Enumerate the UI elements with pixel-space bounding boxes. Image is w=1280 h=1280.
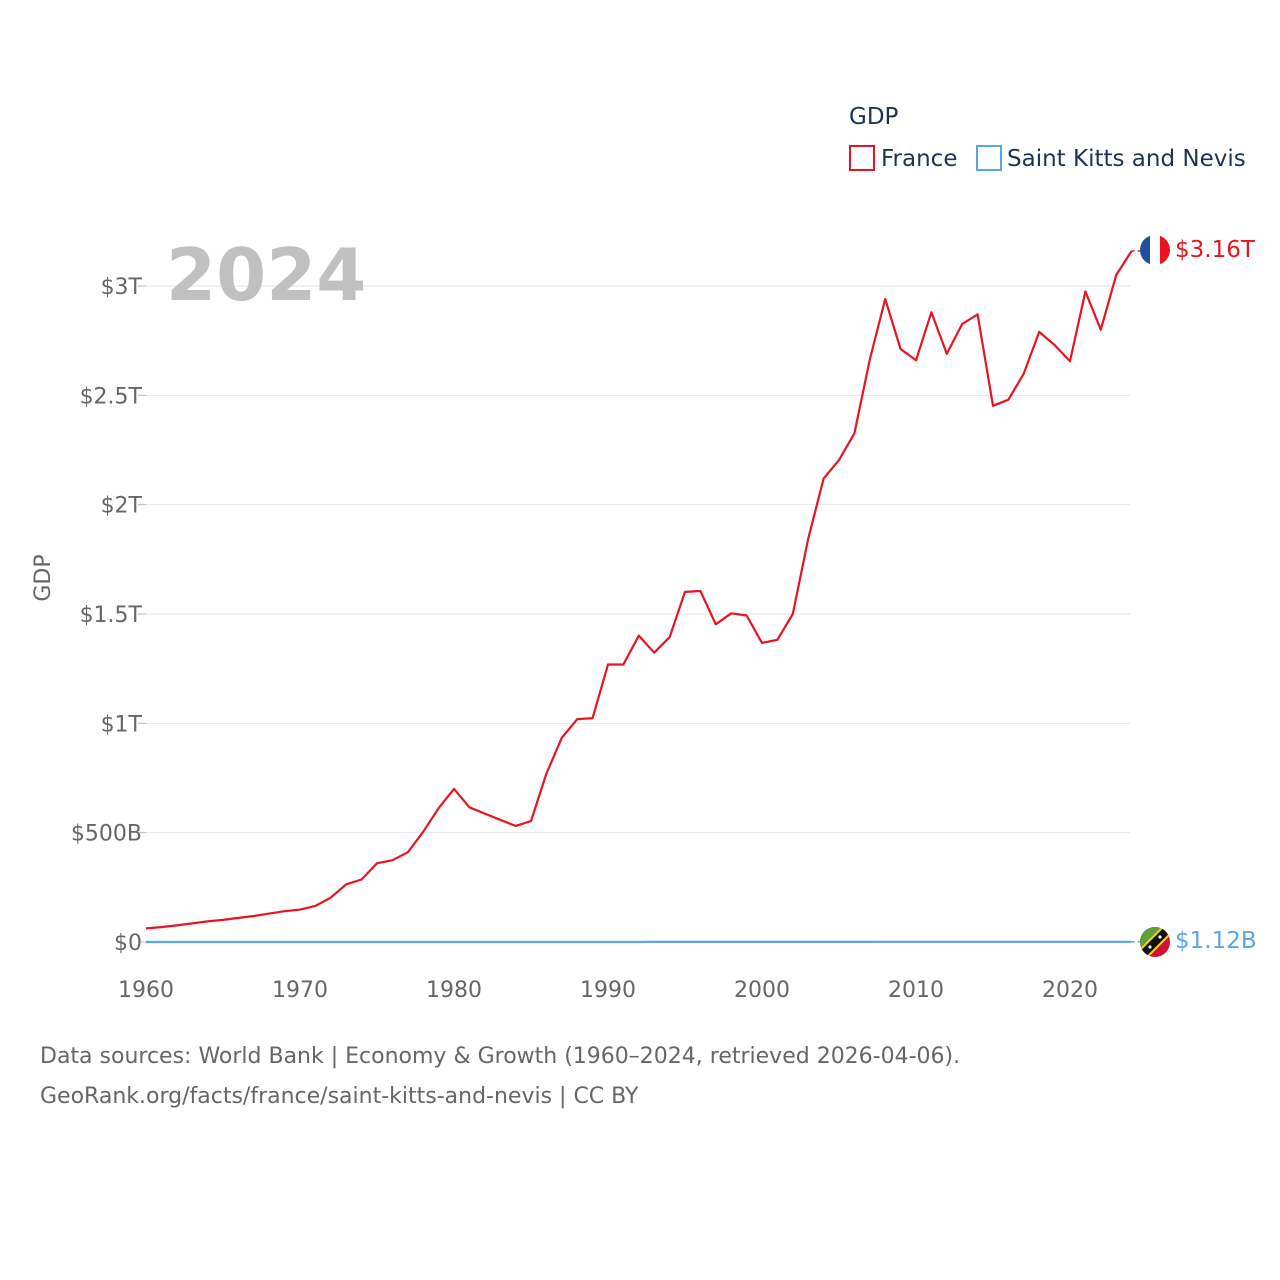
grid — [146, 285, 1130, 834]
end-label-saint-kitts-and-nevis: $1.12B — [1175, 928, 1257, 954]
end-label-france: $3.16T — [1175, 237, 1256, 263]
france-flag-icon — [1140, 235, 1170, 265]
x-tick-label: 2010 — [888, 978, 944, 1003]
y-tick-label: $2T — [101, 494, 143, 519]
source-line-1: Data sources: World Bank | Economy & Gro… — [40, 1044, 961, 1069]
legend-item-france[interactable]: France — [849, 145, 957, 172]
x-tick-label: 1980 — [426, 978, 482, 1003]
saint-kitts-and-nevis-flag-icon — [1140, 927, 1170, 957]
legend-title: GDP — [849, 104, 899, 130]
x-axis-ticks: 1960 1970 1980 1990 2000 2010 2020 — [118, 978, 1098, 1003]
y-tick-label: $0 — [114, 931, 142, 956]
y-axis-label: GDP — [31, 554, 56, 601]
y-tick-label: $500B — [71, 822, 142, 847]
x-tick-label: 1970 — [272, 978, 328, 1003]
x-tick-label: 1990 — [580, 978, 636, 1003]
legend: GDP France Saint Kitts and Nevis — [849, 104, 1246, 172]
legend-swatch-saint-kitts-and-nevis — [976, 145, 1002, 171]
y-axis-ticks: $0 $500B $1T $1.5T $2T $2.5T $3T — [71, 275, 146, 956]
x-tick-label: 2020 — [1042, 978, 1098, 1003]
source-line-2: GeoRank.org/facts/france/saint-kitts-and… — [40, 1084, 639, 1109]
legend-label-france: France — [881, 146, 957, 172]
y-tick-label: $1T — [101, 712, 143, 737]
year-watermark: 2024 — [166, 233, 366, 317]
legend-swatch-france — [849, 145, 875, 171]
x-tick-label: 1960 — [118, 978, 174, 1003]
legend-label-saint-kitts-and-nevis: Saint Kitts and Nevis — [1007, 146, 1246, 172]
series-line-france[interactable] — [145, 250, 1133, 930]
series-lines — [145, 250, 1140, 944]
legend-item-saint-kitts-and-nevis[interactable]: Saint Kitts and Nevis — [976, 145, 1246, 172]
y-tick-label: $1.5T — [80, 603, 143, 628]
x-tick-label: 2000 — [734, 978, 790, 1003]
y-tick-label: $2.5T — [80, 384, 143, 409]
y-tick-label: $3T — [101, 275, 143, 300]
